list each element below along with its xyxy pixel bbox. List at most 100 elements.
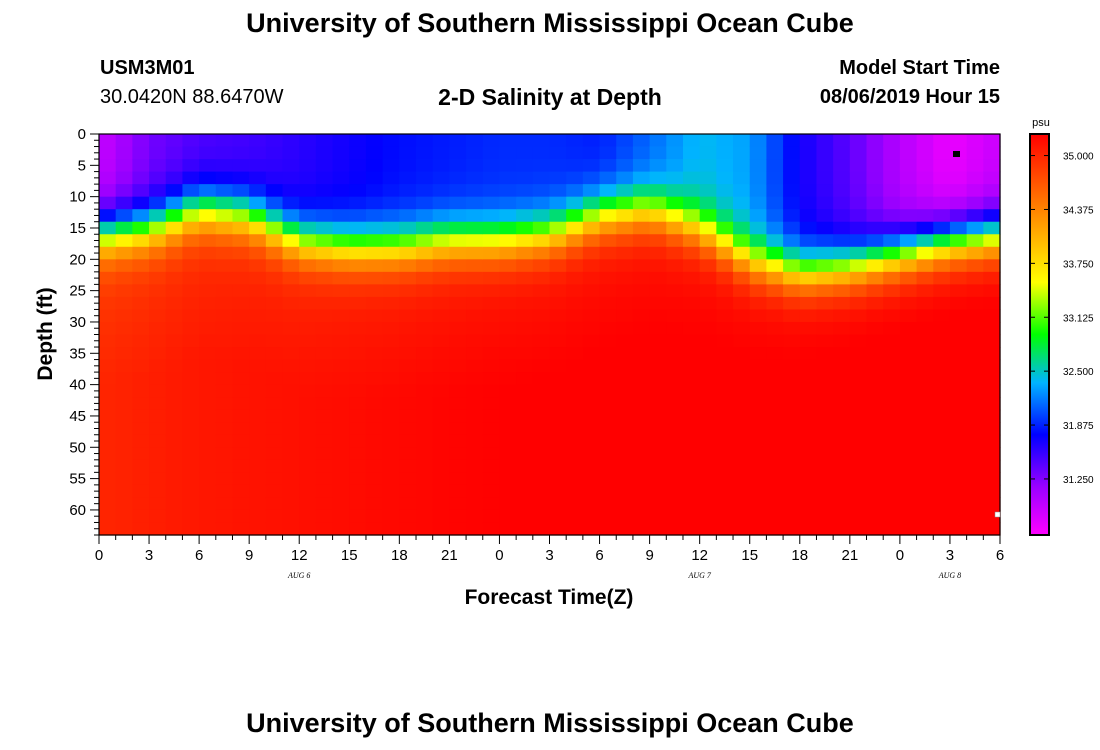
heatmap-cell [749, 321, 768, 336]
heatmap-cell [499, 509, 517, 524]
heatmap-cell [349, 159, 367, 173]
heatmap-cell [449, 509, 467, 524]
heatmap-cell [933, 422, 951, 436]
heatmap-cell [699, 359, 717, 373]
heatmap-cell [716, 522, 734, 536]
heatmap-cell [849, 409, 868, 423]
heatmap-cell [499, 447, 517, 461]
heatmap-cell [466, 321, 484, 336]
heatmap-cell [365, 422, 384, 436]
heatmap-cell [933, 221, 951, 235]
heatmap-cell [699, 159, 717, 173]
heatmap-cell [549, 321, 567, 336]
heatmap-cell [649, 522, 667, 536]
heatmap-cell [766, 347, 784, 361]
heatmap-cell [532, 246, 551, 260]
heatmap-cell [632, 134, 651, 148]
heatmap-cell [783, 171, 801, 185]
heatmap-cell [149, 184, 167, 198]
heatmap-cell [682, 184, 701, 198]
heatmap-cell [132, 422, 150, 436]
heatmap-cell [432, 484, 450, 499]
heatmap-cell [883, 334, 901, 348]
heatmap-cell [482, 397, 501, 411]
heatmap-cell [749, 171, 768, 185]
heatmap-cell [766, 434, 784, 448]
heatmap-cell [249, 234, 267, 248]
heatmap-cell [265, 221, 284, 235]
heatmap-cell [215, 497, 234, 511]
heatmap-cell [466, 334, 484, 348]
y-tick-label: 25 [69, 283, 86, 300]
heatmap-cell [966, 309, 984, 323]
heatmap-cell [749, 146, 768, 160]
heatmap-cell [616, 509, 634, 524]
heatmap-cell [499, 522, 517, 536]
heatmap-cell [582, 459, 601, 473]
heatmap-cell [449, 271, 467, 285]
heatmap-cell [899, 522, 918, 536]
heatmap-cell [749, 484, 768, 499]
heatmap-cell [399, 284, 417, 298]
heatmap-cell [382, 497, 400, 511]
heatmap-cell [332, 234, 350, 248]
heatmap-cell [432, 259, 450, 273]
y-tick-label: 10 [69, 189, 86, 206]
heatmap-cell [849, 384, 868, 398]
heatmap-cell [149, 484, 167, 499]
heatmap-cell [783, 334, 801, 348]
heatmap-cell [616, 334, 634, 348]
heatmap-cell [399, 146, 417, 160]
heatmap-cell [516, 184, 534, 198]
heatmap-cell [232, 221, 250, 235]
heatmap-cell [399, 184, 417, 198]
heatmap-cell [799, 422, 818, 436]
heatmap-cell [449, 146, 467, 160]
heatmap-cell [632, 359, 651, 373]
heatmap-cell [165, 359, 184, 373]
heatmap-cell [749, 397, 768, 411]
x-tick-label: 0 [95, 547, 103, 564]
heatmap-cell [899, 372, 918, 386]
heatmap-cell [816, 284, 834, 298]
heatmap-cell [599, 497, 617, 511]
heatmap-cell [783, 259, 801, 273]
heatmap-cell [499, 372, 517, 386]
heatmap-cell [516, 434, 534, 448]
heatmap-cell [883, 509, 901, 524]
heatmap-cell [582, 334, 601, 348]
heatmap-cell [632, 209, 651, 223]
heatmap-cell [99, 372, 117, 386]
heatmap-cell [682, 372, 701, 386]
heatmap-cell [833, 497, 851, 511]
heatmap-cell [983, 209, 1001, 223]
heatmap-cell [582, 497, 601, 511]
heatmap-cell [416, 359, 434, 373]
heatmap-cell [549, 372, 567, 386]
heatmap-cell [849, 321, 868, 336]
heatmap-cell [199, 171, 217, 185]
heatmap-cell [132, 347, 150, 361]
heatmap-cell [99, 334, 117, 348]
heatmap-cell [649, 171, 667, 185]
heatmap-cell [449, 359, 467, 373]
heatmap-cell [165, 271, 184, 285]
heatmap-cell [666, 434, 684, 448]
heatmap-cell [549, 522, 567, 536]
heatmap-cell [816, 134, 834, 148]
heatmap-cell [282, 284, 300, 298]
heatmap-cell [132, 221, 150, 235]
heatmap-cell [833, 159, 851, 173]
heatmap-cell [816, 246, 834, 260]
heatmap-cell [682, 296, 701, 311]
heatmap-cell [182, 221, 200, 235]
heatmap-cell [899, 246, 918, 260]
heatmap-cell [849, 397, 868, 411]
heatmap-cell [532, 309, 551, 323]
heatmap-cell [482, 409, 501, 423]
heatmap-cell [365, 459, 384, 473]
heatmap-cell [315, 134, 334, 148]
heatmap-cell [766, 522, 784, 536]
heatmap-cell [833, 146, 851, 160]
heatmap-cell [249, 522, 267, 536]
